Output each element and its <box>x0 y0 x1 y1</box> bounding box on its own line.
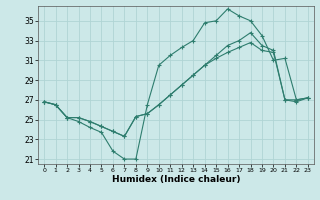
X-axis label: Humidex (Indice chaleur): Humidex (Indice chaleur) <box>112 175 240 184</box>
